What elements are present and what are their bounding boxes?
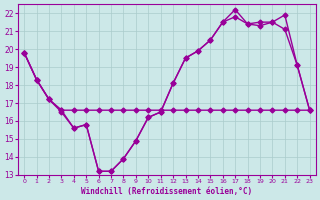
X-axis label: Windchill (Refroidissement éolien,°C): Windchill (Refroidissement éolien,°C) — [81, 187, 252, 196]
